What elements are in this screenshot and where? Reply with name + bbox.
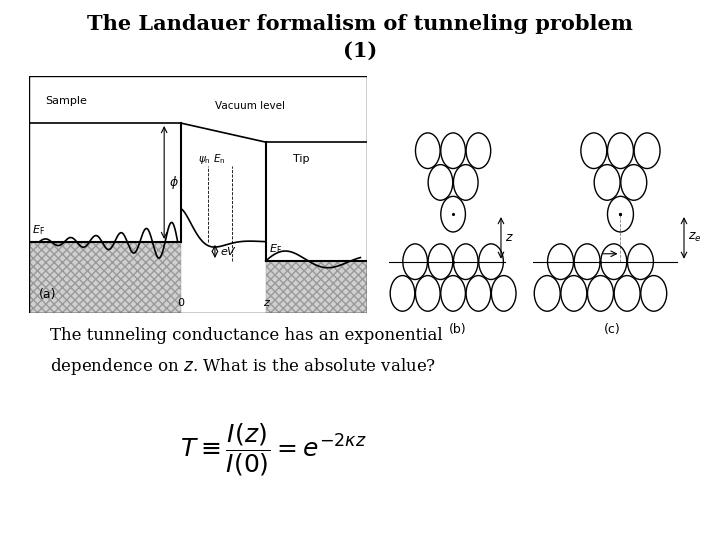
Text: Vacuum level: Vacuum level: [215, 101, 285, 111]
Text: 0: 0: [178, 299, 184, 308]
Text: $\phi$: $\phi$: [169, 174, 179, 191]
Text: Sample: Sample: [46, 97, 88, 106]
Polygon shape: [29, 242, 181, 313]
Text: $z_e$: $z_e$: [688, 231, 702, 245]
Text: dependence on $z$. What is the absolute value?: dependence on $z$. What is the absolute …: [50, 356, 436, 377]
Text: z: z: [263, 299, 269, 308]
Text: $T \equiv \dfrac{I(z)}{I(0)} = e^{-2\kappa z}$: $T \equiv \dfrac{I(z)}{I(0)} = e^{-2\kap…: [180, 421, 367, 478]
Text: $\psi_\mathrm{n}\ E_\mathrm{n}$: $\psi_\mathrm{n}\ E_\mathrm{n}$: [198, 152, 225, 166]
Text: The tunneling conductance has an exponential: The tunneling conductance has an exponen…: [50, 327, 443, 343]
Text: The Landauer formalism of tunneling problem: The Landauer formalism of tunneling prob…: [87, 14, 633, 33]
Text: $eV$: $eV$: [220, 245, 237, 258]
Text: (1): (1): [343, 40, 377, 60]
Text: $E_\mathrm{F}$: $E_\mathrm{F}$: [269, 242, 282, 256]
Text: Tip: Tip: [293, 154, 310, 164]
Text: $E_\mathrm{F}$: $E_\mathrm{F}$: [32, 224, 45, 237]
Text: z: z: [505, 232, 512, 245]
Text: (b): (b): [449, 323, 466, 336]
Text: (a): (a): [39, 288, 56, 301]
Polygon shape: [266, 261, 367, 313]
Text: (c): (c): [603, 323, 621, 336]
